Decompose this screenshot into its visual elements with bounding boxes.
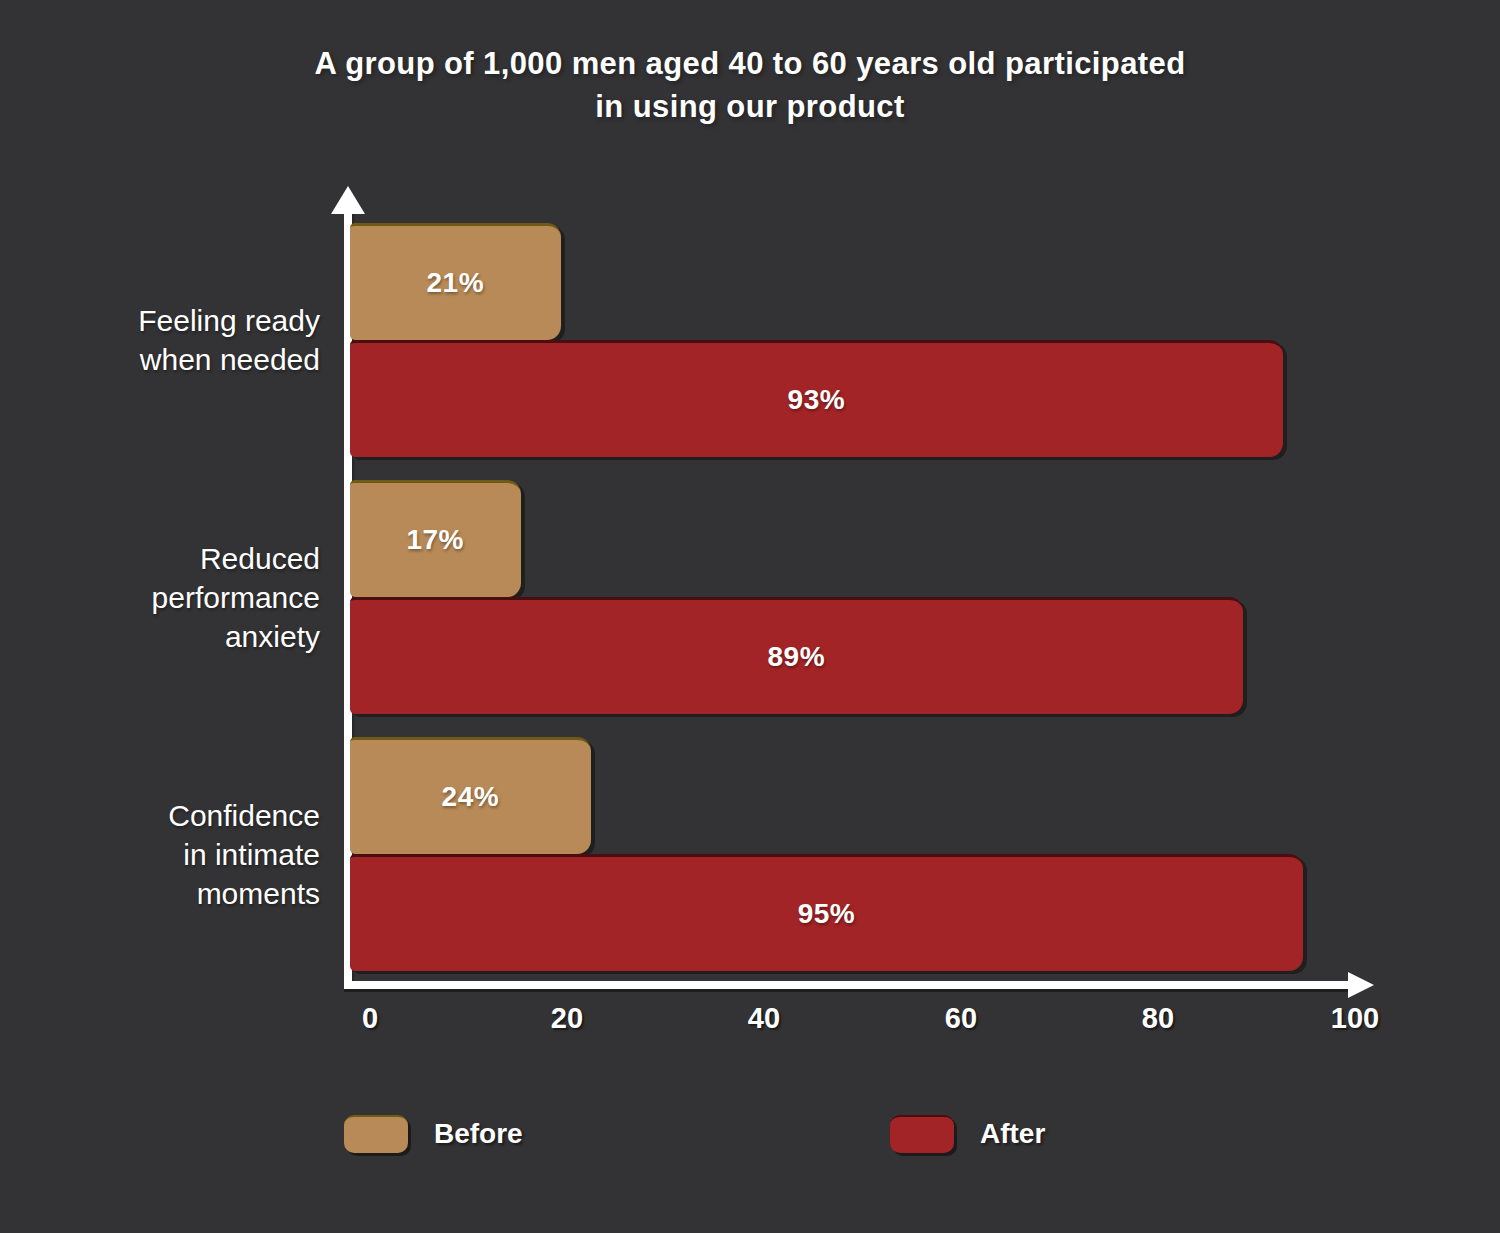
category-label-line: moments — [0, 874, 320, 913]
category-label-line: Confidence — [0, 796, 320, 835]
category-label: Confidencein intimatemoments — [0, 796, 320, 913]
bar-before: 24% — [350, 737, 591, 854]
bar-after: 89% — [350, 597, 1243, 714]
bar-value-after: 93% — [788, 384, 846, 416]
chart-title: A group of 1,000 men aged 40 to 60 years… — [150, 42, 1350, 128]
chart-title-line-2: in using our product — [150, 85, 1350, 128]
category-label: Reducedperformanceanxiety — [0, 539, 320, 656]
category-label-line: performance — [0, 578, 320, 617]
category-label: Feeling readywhen needed — [0, 301, 320, 379]
x-tick-label: 40 — [748, 1002, 780, 1035]
category-label-line: anxiety — [0, 617, 320, 656]
x-axis-ticks: 020406080100 — [370, 1002, 1355, 1042]
category-label-line: Reduced — [0, 539, 320, 578]
category-label-line: in intimate — [0, 835, 320, 874]
category-bars: 21% 93% — [350, 223, 1353, 457]
x-tick-label: 20 — [551, 1002, 583, 1035]
bar-value-before: 17% — [406, 524, 464, 556]
category-bars: 24% 95% — [350, 737, 1353, 971]
legend-label: Before — [434, 1118, 523, 1150]
category-bars: 17% 89% — [350, 480, 1353, 714]
chart-row: Reducedperformanceanxiety 17% 89% — [0, 480, 1353, 714]
legend-swatch — [344, 1115, 408, 1153]
chart-row: Feeling readywhen needed 21% 93% — [0, 223, 1353, 457]
x-axis-arrow-icon — [1348, 972, 1374, 998]
bar-value-after: 89% — [768, 641, 826, 673]
legend-swatch — [890, 1115, 954, 1153]
bar-before: 17% — [350, 480, 521, 597]
bar-rows: Feeling readywhen needed 21% 93% Reduced… — [0, 223, 1353, 994]
bar-value-before: 24% — [442, 781, 500, 813]
legend-item: Before — [344, 1115, 523, 1153]
bar-before: 21% — [350, 223, 561, 340]
x-tick-label: 80 — [1142, 1002, 1174, 1035]
x-axis-line — [344, 981, 1356, 989]
bar-after: 95% — [350, 854, 1303, 971]
bar-value-before: 21% — [427, 267, 485, 299]
legend: Before After — [344, 1115, 1354, 1165]
category-label-line: when needed — [0, 340, 320, 379]
bar-value-after: 95% — [798, 898, 856, 930]
x-tick-label: 100 — [1331, 1002, 1379, 1035]
legend-label: After — [980, 1118, 1045, 1150]
chart-title-line-1: A group of 1,000 men aged 40 to 60 years… — [150, 42, 1350, 85]
chart-canvas: A group of 1,000 men aged 40 to 60 years… — [0, 0, 1500, 1233]
bar-after: 93% — [350, 340, 1283, 457]
category-label-line: Feeling ready — [0, 301, 320, 340]
legend-item: After — [890, 1115, 1045, 1153]
chart-row: Confidencein intimatemoments 24% 95% — [0, 737, 1353, 971]
x-tick-label: 0 — [362, 1002, 378, 1035]
y-axis-arrow-icon — [331, 186, 365, 214]
x-tick-label: 60 — [945, 1002, 977, 1035]
